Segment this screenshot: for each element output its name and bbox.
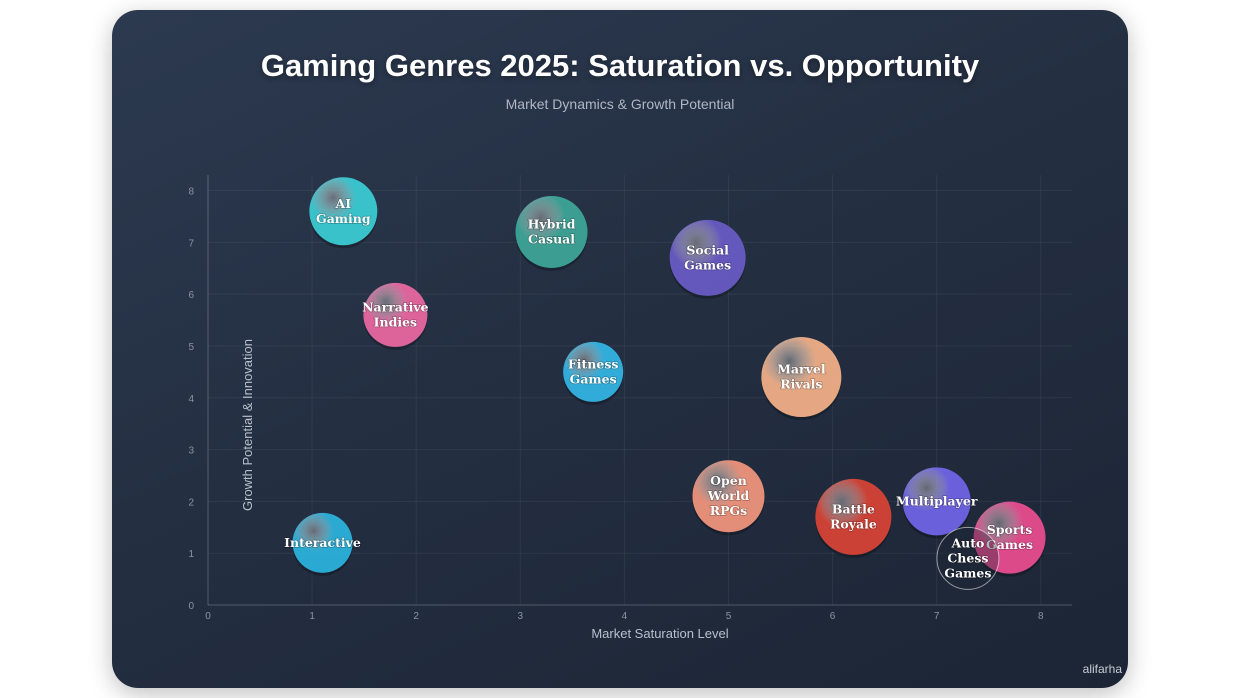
bubble-circle (815, 478, 892, 555)
bubble-chart: 0 1 2 3 4 5 6 7 8 0 1 2 3 4 5 6 7 8 AI Gaming Hybrid Casual S… (188, 175, 1072, 641)
y-tick-label: 1 (188, 549, 194, 560)
bubble-label: Hybrid Casual (528, 216, 576, 246)
bubble-label-line: Casual (528, 231, 575, 246)
bubble-label-line: Royale (830, 516, 877, 531)
bubble-label: Fitness Games (568, 356, 619, 386)
chart-subtitle: Market Dynamics & Growth Potential (505, 96, 735, 112)
bubble-label: Marvel Rivals (777, 362, 826, 392)
bubble-circle (936, 526, 1000, 590)
bubble-label: Auto Chess Games (944, 535, 991, 580)
bubble-label: Battle Royale (830, 501, 877, 531)
x-axis-label: Market Saturation Level (591, 626, 728, 641)
bubble-label-line: Marvel (777, 362, 826, 377)
y-tick-label: 7 (188, 238, 194, 249)
bubble-label-line: Battle (832, 501, 875, 516)
y-tick-label: 6 (188, 290, 194, 301)
bubble-label-line: World (707, 488, 750, 503)
bubble-label-line: Sports (987, 522, 1033, 537)
bubble-circle (309, 177, 378, 246)
bubble: Fitness Games (563, 341, 624, 405)
y-axis-label: Growth Potential & Innovation (240, 339, 255, 511)
x-tick-label: 0 (205, 611, 211, 622)
bubble-label-line: Games (684, 257, 731, 272)
axes (207, 175, 1072, 606)
bubble-circle (692, 460, 765, 533)
x-tick-label: 1 (309, 611, 315, 622)
bubble-circle (292, 512, 353, 573)
y-tick-label: 8 (188, 187, 194, 198)
bubble-label-line: Indies (374, 314, 417, 329)
bubble-label-line: Hybrid (528, 216, 576, 231)
bubble: Interactive (283, 512, 362, 576)
bubble-label: Narrative Indies (362, 299, 429, 329)
bubble-circle (563, 341, 624, 402)
bubble-circle (902, 467, 971, 536)
bubble: Social Games (669, 219, 746, 299)
y-tick-label: 5 (188, 342, 194, 353)
x-tick-label: 8 (1038, 611, 1044, 622)
bubble-label-line: Auto (950, 535, 984, 550)
bubble-label-line: Narrative (362, 299, 429, 314)
bubble-circle (363, 282, 428, 347)
x-tick-label: 4 (622, 611, 628, 622)
bubble: Auto Chess Games (936, 526, 1000, 590)
bubble-label-line: Interactive (284, 535, 361, 550)
bubble-label-line: Chess (947, 550, 988, 565)
chart-card: Gaming Genres 2025: Saturation vs. Oppor… (112, 10, 1128, 688)
bubble: Sports Games (973, 501, 1046, 577)
x-tick-label: 7 (934, 611, 940, 622)
bubble: Open World RPGs (692, 460, 765, 536)
y-tick-label: 2 (188, 497, 194, 508)
bubble-label: AI Gaming (316, 196, 371, 226)
bubble-label: Social Games (684, 242, 731, 272)
x-tick-label: 5 (726, 611, 732, 622)
y-tick-label: 3 (188, 446, 194, 457)
bubble: Narrative Indies (361, 282, 429, 350)
bubble-label: Multiplayer (896, 493, 978, 508)
bubble-label-line: Multiplayer (896, 493, 978, 508)
bubble-label: Open World RPGs (707, 473, 750, 518)
x-tick-label: 3 (518, 611, 524, 622)
bubble-circle (761, 337, 842, 418)
bubble-label-line: Rivals (780, 377, 822, 392)
bubble-circle (515, 195, 588, 268)
bubble: Battle Royale (815, 478, 892, 558)
bubble: Hybrid Casual (515, 195, 588, 271)
bubble: AI Gaming (309, 177, 378, 249)
bubble-circle (669, 219, 746, 296)
x-tick-label: 6 (830, 611, 836, 622)
x-tick-label: 2 (413, 611, 419, 622)
bubble-label-line: AI (335, 196, 352, 211)
tick-labels: 0 1 2 3 4 5 6 7 8 0 1 2 3 4 5 6 7 8 (188, 187, 1044, 622)
bubble-label-line: Games (944, 565, 991, 580)
bubble-label: Sports Games (986, 522, 1033, 552)
bubble: Multiplayer (895, 467, 979, 539)
bubble-label-line: RPGs (710, 503, 748, 518)
bubble-label-line: Games (570, 371, 617, 386)
y-tick-label: 4 (188, 394, 194, 405)
bubble-label-line: Social (686, 242, 729, 257)
watermark: alifarha (1082, 662, 1122, 676)
bubble-label: Interactive (284, 535, 361, 550)
chart-title: Gaming Genres 2025: Saturation vs. Oppor… (260, 48, 980, 83)
bubble-label-line: Fitness (568, 356, 619, 371)
bubble-circle (973, 501, 1046, 574)
y-tick-label: 0 (188, 601, 194, 612)
bubble-label-line: Open (710, 473, 747, 488)
bubble-label-line: Gaming (316, 211, 371, 226)
bubble: Marvel Rivals (761, 337, 842, 421)
